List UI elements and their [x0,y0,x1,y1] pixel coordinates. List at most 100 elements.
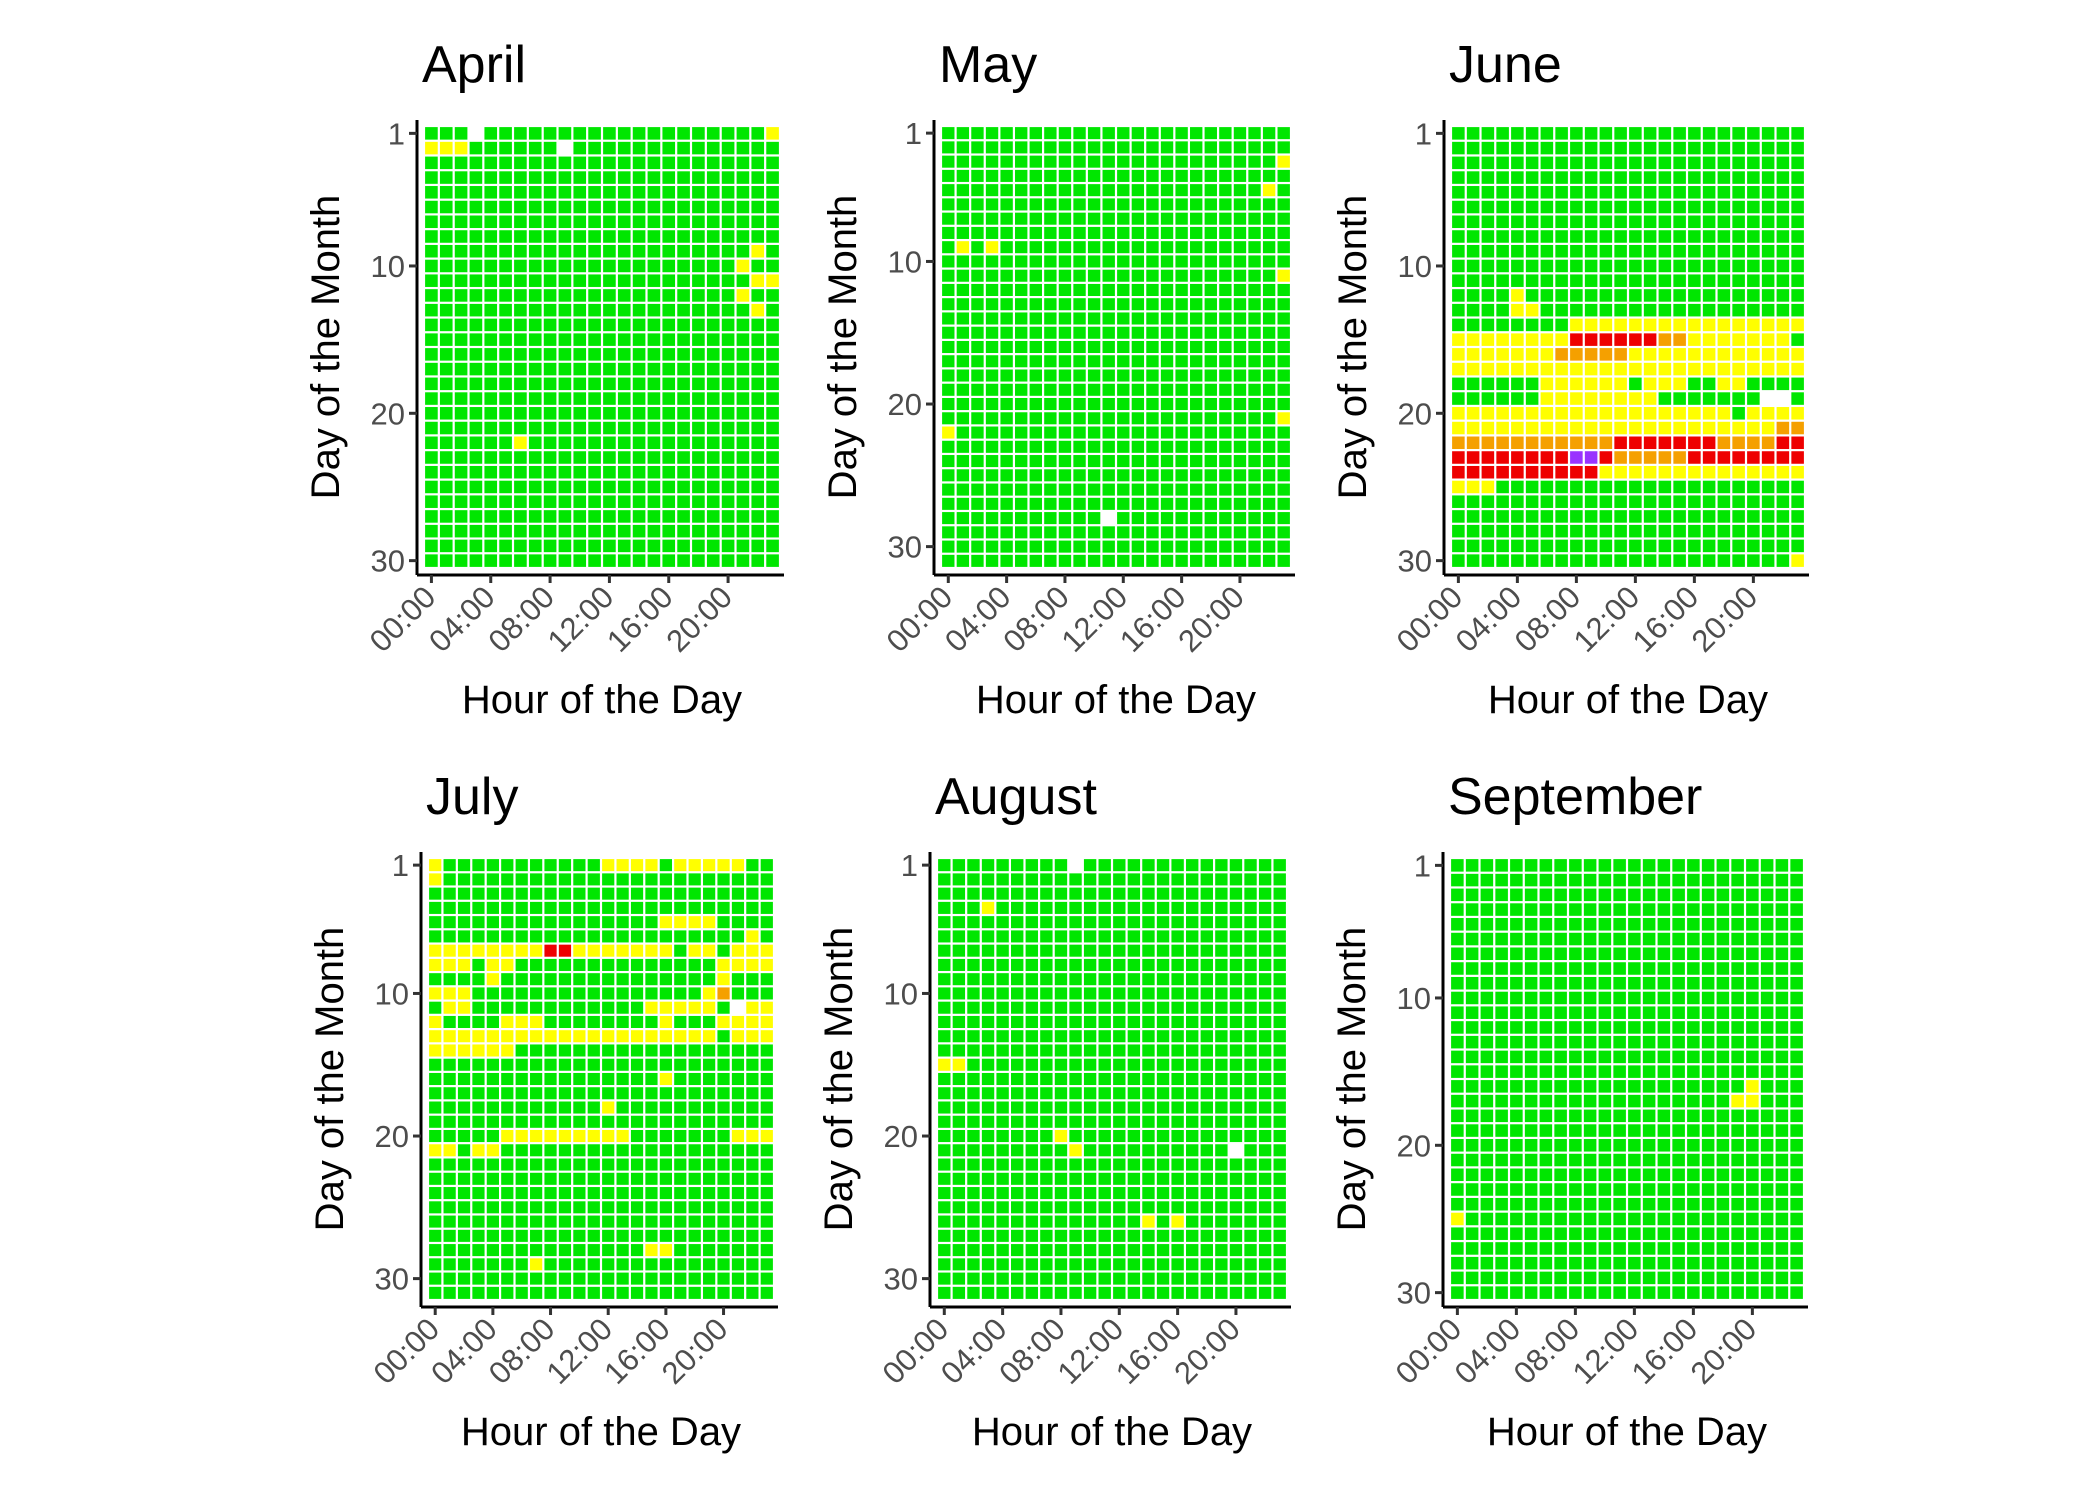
heatmap-cell [1102,312,1115,325]
heatmap-cell [1481,333,1495,346]
heatmap-cell [544,873,557,886]
heatmap-cell [1098,1001,1111,1014]
heatmap-cell [985,241,999,254]
heatmap-cell [1746,1227,1759,1240]
heatmap-cell [721,495,735,508]
heatmap-cell [1791,407,1804,420]
heatmap-cell [588,436,601,450]
heatmap-cell [942,283,955,296]
heatmap-cell [1790,1124,1803,1137]
heatmap-cell [1160,483,1174,496]
heatmap-cell [1273,1072,1286,1086]
heatmap-cell [1215,1030,1228,1043]
heatmap-cell [1629,524,1642,538]
heatmap-cell [617,510,631,523]
heatmap-cell [603,259,616,273]
heatmap-cell [1025,1030,1038,1043]
heatmap-cell [1058,127,1072,140]
heatmap-cell [688,930,701,943]
heatmap-cell [558,289,572,302]
heatmap-cell [952,1144,966,1157]
heatmap-cell [514,436,527,450]
heatmap-cell [1029,312,1042,325]
heatmap-cell [443,987,456,1000]
heatmap-cell [499,480,512,494]
heatmap-cell [1258,1172,1272,1185]
heatmap-cell [544,1244,557,1257]
heatmap-cell [1175,241,1188,254]
heatmap-cell [1613,1109,1626,1123]
heatmap-cell [1073,127,1086,140]
heatmap-cell [1113,1172,1126,1185]
heatmap-cell [1244,1244,1257,1257]
x-tick-label: 16:00 [1626,579,1706,659]
heatmap-cell [688,1044,701,1057]
heatmap-cell [1672,1050,1685,1064]
heatmap-cell [1277,226,1290,239]
heatmap-cell [1673,333,1686,346]
heatmap-cell [942,255,955,268]
heatmap-cell [1087,455,1101,468]
heatmap-cell [1731,1124,1744,1137]
heatmap-cell [573,186,587,199]
heatmap-cell [1540,554,1554,567]
heatmap-cell [1258,1286,1272,1299]
heatmap-cell [1244,1172,1257,1185]
heatmap-cell [1583,1035,1597,1049]
heatmap-cell [662,230,676,243]
heatmap-cell [1466,289,1480,302]
heatmap-cell [1791,274,1804,287]
heatmap-cell [1570,524,1583,538]
heatmap-cell [457,887,471,900]
heatmap-cell [1511,171,1524,184]
heatmap-cell [439,362,453,376]
heatmap-cell [558,1272,572,1285]
heatmap-cell [1190,340,1203,354]
heatmap-cell [1524,918,1538,931]
heatmap-cell [938,1130,951,1143]
heatmap-cell [1465,1242,1479,1255]
heatmap-cell [659,859,672,872]
heatmap-cell [981,944,995,957]
heatmap-cell [1233,340,1247,354]
heatmap-cell [630,916,644,929]
heatmap-cell [1539,932,1553,946]
heatmap-cell [1687,1050,1700,1064]
heatmap-cell [1160,198,1174,211]
heatmap-cell [558,1258,572,1271]
heatmap-cell [429,1187,442,1200]
heatmap-cell [956,269,970,282]
heatmap-cell [981,973,995,986]
heatmap-cell [425,510,438,523]
heatmap-cell [1011,1272,1024,1285]
heatmap-cell [1204,497,1217,510]
heatmap-cell [1701,1197,1715,1211]
heatmap-cell [731,1015,745,1028]
heatmap-cell [439,303,453,317]
heatmap-cell [1701,1271,1715,1285]
heatmap-cell [746,1072,759,1086]
heatmap-cell [659,1044,672,1057]
heatmap-cell [1555,186,1568,199]
heatmap-cell [1073,469,1086,482]
heatmap-cell [515,1087,528,1100]
heatmap-cell [1117,127,1130,140]
heatmap-cell [1481,451,1495,464]
x-axis-title: Hour of the Day [462,678,742,722]
heatmap-cell [443,973,456,986]
heatmap-cell [1040,1244,1053,1257]
heatmap-cell [443,1072,456,1086]
heatmap-cell [1761,377,1775,391]
heatmap-cell [1233,426,1247,439]
heatmap-cell [674,1115,687,1128]
heatmap-cell [1702,186,1716,199]
heatmap-cell [1156,1215,1170,1228]
heatmap-cell [573,1172,586,1185]
heatmap-cell [692,333,705,346]
heatmap-cell [1258,901,1272,914]
heatmap-cell [499,318,512,332]
heatmap-cell [1775,1080,1789,1093]
heatmap-cell [1672,888,1685,902]
heatmap-cell [630,1015,644,1028]
heatmap-cell [1496,465,1509,479]
